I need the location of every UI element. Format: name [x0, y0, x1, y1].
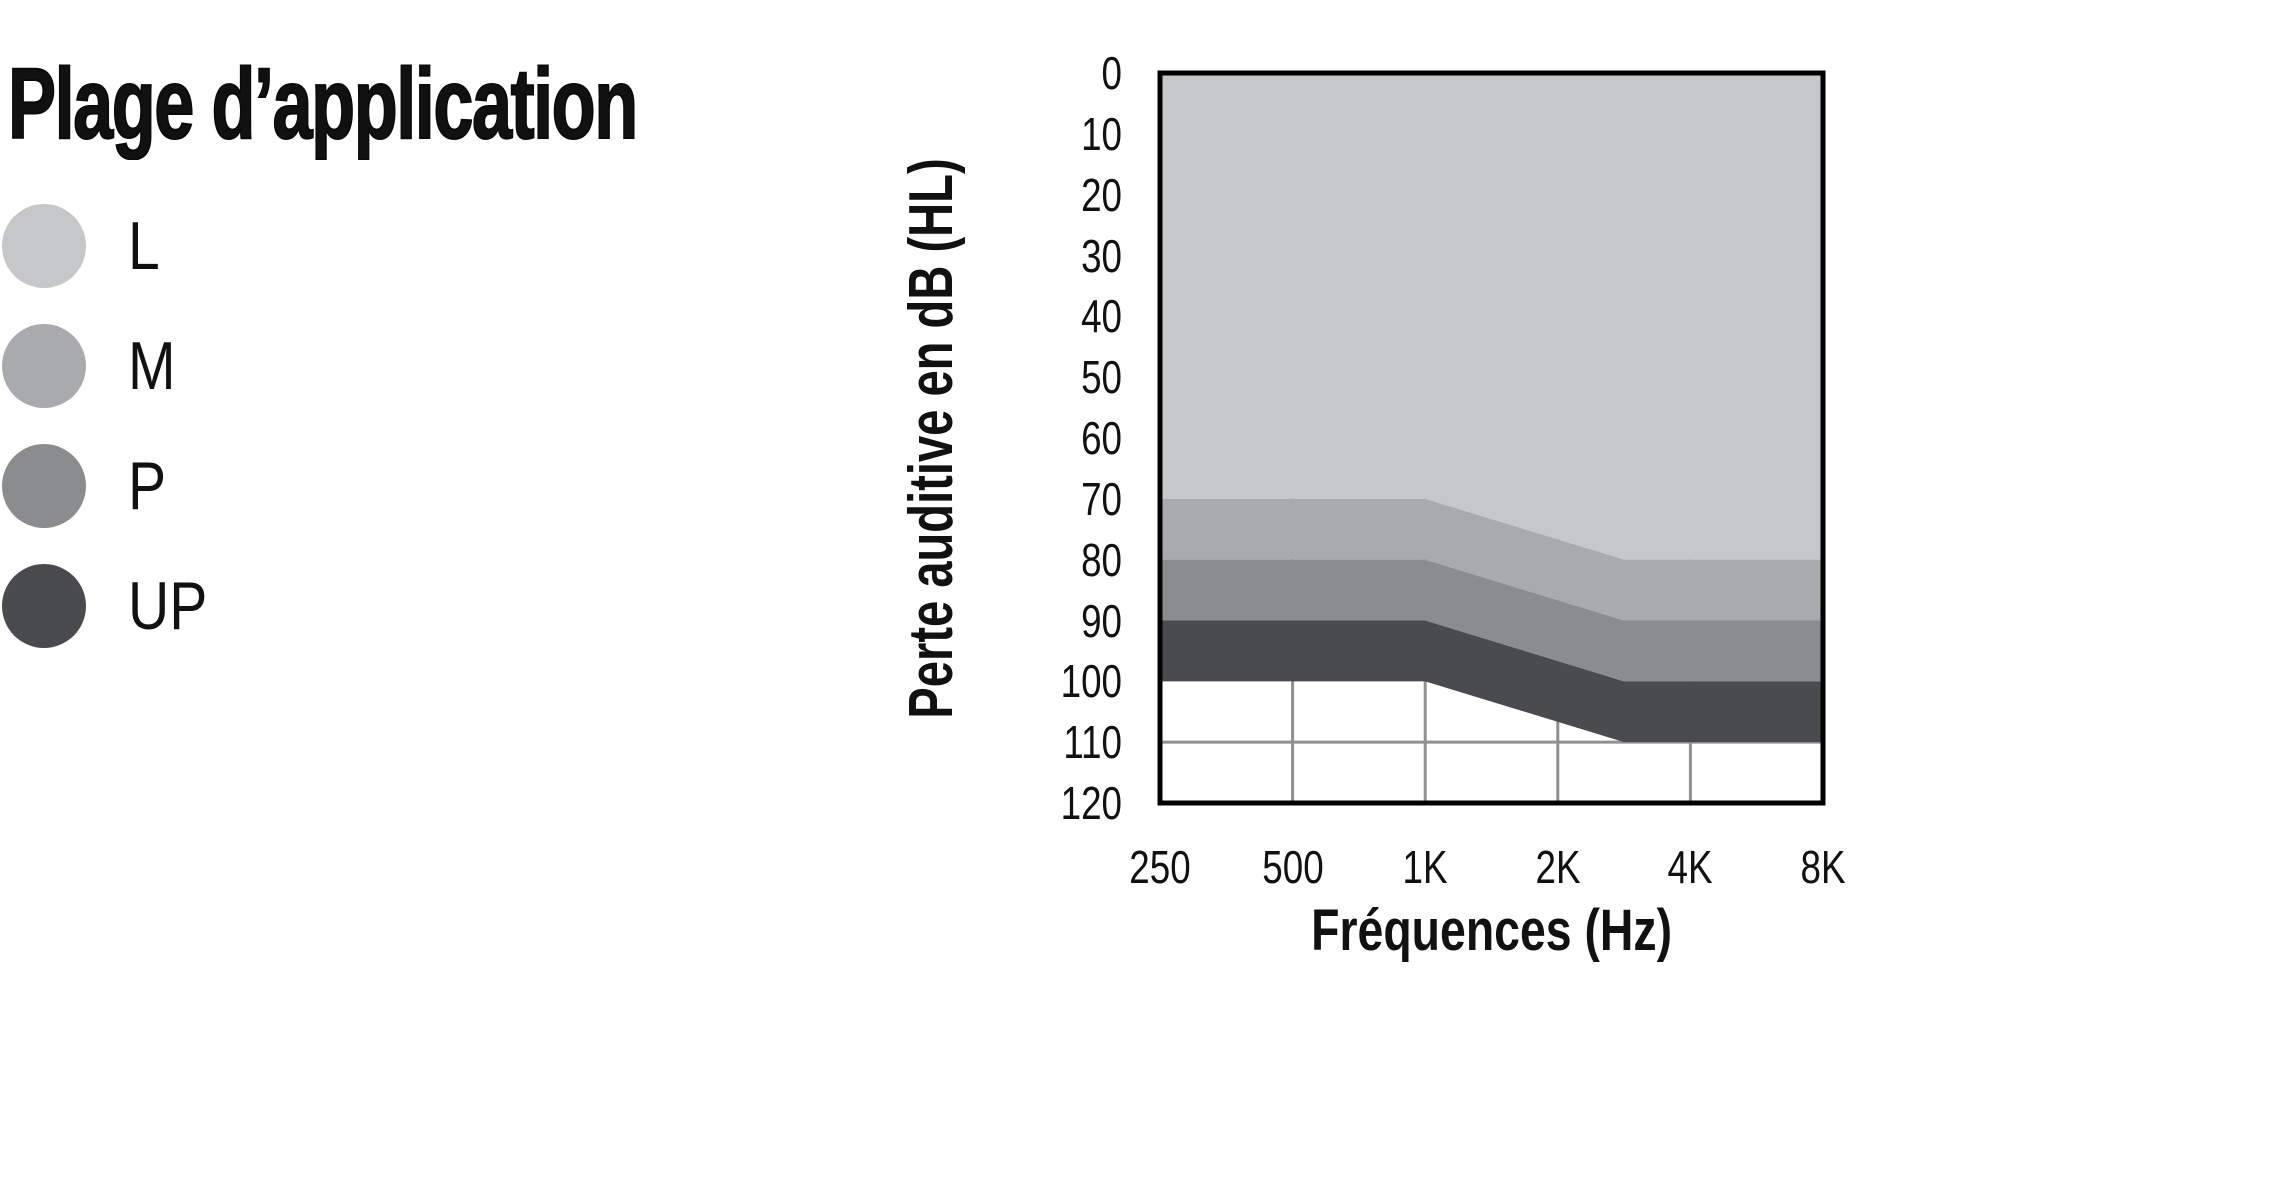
- legend-item-P: P: [2, 443, 173, 529]
- x-tick-label-8K: 8K: [1800, 841, 1846, 893]
- band-P: [1160, 559, 1823, 682]
- band-UP: [1160, 620, 1823, 743]
- plot-area: [1157, 70, 1826, 806]
- y-tick-label-20: 20: [1081, 168, 1122, 221]
- y-tick-label-10: 10: [1081, 107, 1122, 160]
- legend-swatch-UP: [2, 564, 86, 648]
- legend-swatch-M: [2, 324, 86, 408]
- y-tick-label-100: 100: [1060, 655, 1122, 708]
- audiogram-plot: [1157, 70, 1826, 806]
- y-tick-label-70: 70: [1081, 472, 1122, 525]
- y-axis-title: Perte auditive en dB (HL): [897, 157, 967, 719]
- y-axis-title-box: Perte auditive en dB (HL): [872, 73, 992, 803]
- legend-item-label: L: [128, 208, 160, 284]
- y-tick-label-120: 120: [1060, 777, 1122, 829]
- y-tick-label-80: 80: [1081, 533, 1122, 586]
- legend-item-label: P: [128, 448, 167, 524]
- x-axis-title: Fréquences (Hz): [1311, 897, 1672, 963]
- y-tick-label-90: 90: [1081, 594, 1122, 647]
- band-M: [1160, 498, 1823, 621]
- y-tick-label-0: 0: [1101, 47, 1122, 99]
- y-axis-tick-labels: 0 10 20 30 40 50 60 70 80 90 100 110 120: [980, 47, 1122, 829]
- band-L: [1160, 73, 1823, 560]
- x-axis-title-box: Fréquences (Hz): [1160, 897, 1823, 963]
- legend-item-L: L: [2, 203, 166, 289]
- y-tick-label-110: 110: [1063, 716, 1122, 769]
- y-tick-label-40: 40: [1081, 290, 1122, 343]
- legend-title: Plage d’application: [7, 48, 639, 160]
- x-axis-tick-labels: 250 500 1K 2K 4K 8K: [1129, 841, 1845, 893]
- y-tick-label-50: 50: [1081, 351, 1122, 404]
- x-tick-label-2K: 2K: [1535, 841, 1581, 893]
- x-tick-label-4K: 4K: [1667, 841, 1713, 893]
- y-tick-label-60: 60: [1081, 412, 1122, 464]
- plot-border: [1157, 70, 1826, 806]
- legend-swatch-L: [2, 204, 86, 288]
- legend-item-label: M: [128, 328, 176, 404]
- legend-swatch-P: [2, 444, 86, 528]
- legend-item-M: M: [2, 323, 185, 409]
- legend-item-label: UP: [128, 568, 208, 644]
- x-tick-label-1K: 1K: [1402, 841, 1448, 893]
- x-tick-label-250: 250: [1129, 841, 1191, 893]
- x-tick-label-500: 500: [1261, 841, 1324, 893]
- legend-item-UP: UP: [2, 563, 222, 649]
- y-tick-label-30: 30: [1081, 229, 1122, 282]
